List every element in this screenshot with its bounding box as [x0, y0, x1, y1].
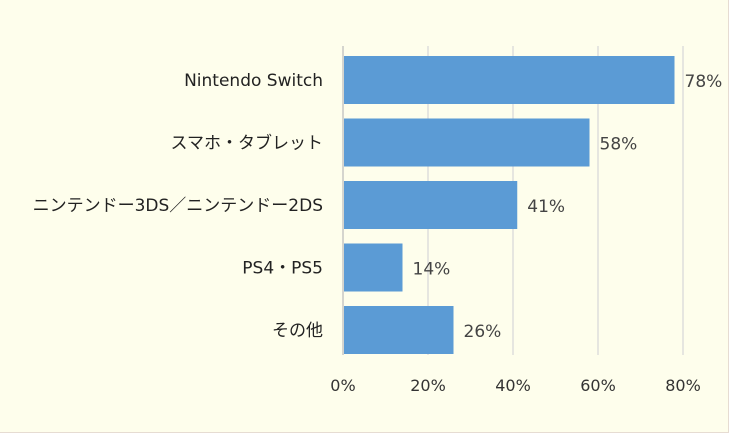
- x-tick-label-60: 60%: [580, 376, 616, 395]
- value-label-0: 78%: [685, 72, 723, 92]
- category-label-3: PS4・PS5: [242, 259, 323, 279]
- x-tick-label-0: 0%: [330, 376, 355, 395]
- bar-3: [344, 243, 403, 292]
- category-label-0: Nintendo Switch: [184, 71, 323, 91]
- category-label-4: その他: [272, 321, 323, 341]
- bar-1: [344, 118, 590, 167]
- category-label-2: ニンテンドー3DS／ニンテンドー2DS: [33, 196, 323, 216]
- labels: 0% 20% 40% 60% 80% Nintendo Switch 78% スマホ・タブレッ…: [33, 71, 723, 395]
- category-label-1: スマホ・タブレット: [171, 133, 324, 154]
- value-label-2: 41%: [527, 197, 565, 217]
- value-label-4: 26%: [464, 322, 502, 342]
- bars: [344, 56, 675, 354]
- value-label-1: 58%: [600, 135, 638, 155]
- x-tick-label-20: 20%: [410, 376, 446, 395]
- bar-0: [344, 56, 675, 104]
- x-tick-label-80: 80%: [665, 376, 701, 395]
- value-label-3: 14%: [413, 260, 451, 280]
- x-tick-label-40: 40%: [495, 376, 531, 395]
- bar-4: [344, 306, 454, 354]
- bar-2: [344, 181, 518, 229]
